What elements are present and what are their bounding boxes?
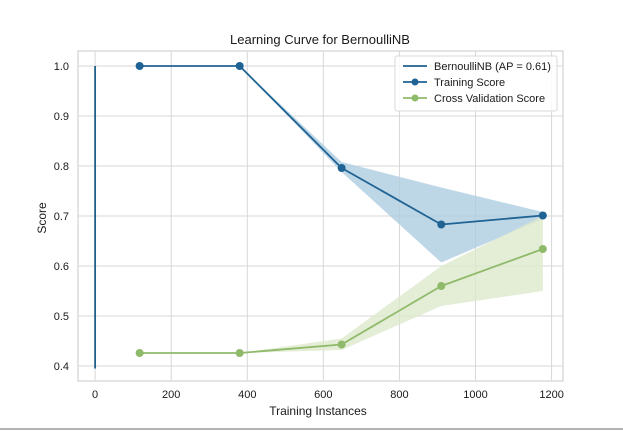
data-point bbox=[337, 340, 346, 349]
legend-marker bbox=[411, 78, 419, 86]
data-point bbox=[135, 62, 144, 70]
x-tick-label: 200 bbox=[162, 389, 180, 401]
x-axis-label: Training Instances bbox=[269, 404, 367, 418]
data-point bbox=[235, 349, 244, 357]
legend: BernoulliNB (AP = 0.61) Training Score Cro… bbox=[394, 55, 558, 112]
x-tick-label: 800 bbox=[390, 389, 408, 401]
data-point bbox=[437, 282, 446, 290]
y-axis-label: Score bbox=[35, 202, 49, 234]
legend-box bbox=[394, 55, 558, 112]
confidence-band bbox=[139, 216, 543, 353]
legend-label: BernoulliNB (AP = 0.61) bbox=[434, 61, 551, 73]
x-tick-label: 600 bbox=[314, 389, 332, 401]
x-tick-label: 0 bbox=[92, 389, 98, 401]
data-point bbox=[135, 349, 144, 357]
x-tick-label: 1000 bbox=[463, 389, 487, 401]
y-tick-label: 0.7 bbox=[54, 211, 69, 223]
data-point bbox=[235, 62, 244, 70]
x-tick-label: 1200 bbox=[539, 389, 563, 401]
y-tick-label: 0.4 bbox=[54, 361, 69, 373]
y-tick-label: 0.9 bbox=[54, 111, 69, 123]
y-tick-labels: 0.4 0.5 0.6 0.7 0.8 0.9 1.0 bbox=[54, 61, 69, 373]
data-point bbox=[538, 211, 547, 220]
data-point bbox=[437, 220, 446, 229]
x-tick-label: 400 bbox=[238, 389, 256, 401]
y-tick-label: 1.0 bbox=[54, 61, 69, 73]
legend-marker bbox=[411, 94, 419, 102]
series-markers bbox=[135, 62, 547, 357]
y-tick-label: 0.5 bbox=[54, 311, 69, 323]
y-tick-label: 0.6 bbox=[54, 261, 69, 273]
y-tick-label: 0.8 bbox=[54, 161, 69, 173]
x-tick-labels: 0 200 400 600 800 1000 1200 bbox=[92, 389, 564, 401]
legend-label: Cross Validation Score bbox=[434, 93, 545, 105]
legend-label: Training Score bbox=[434, 77, 505, 89]
data-point bbox=[337, 164, 346, 172]
data-point bbox=[538, 245, 547, 253]
chart-title: Learning Curve for BernoulliNB bbox=[230, 32, 410, 47]
